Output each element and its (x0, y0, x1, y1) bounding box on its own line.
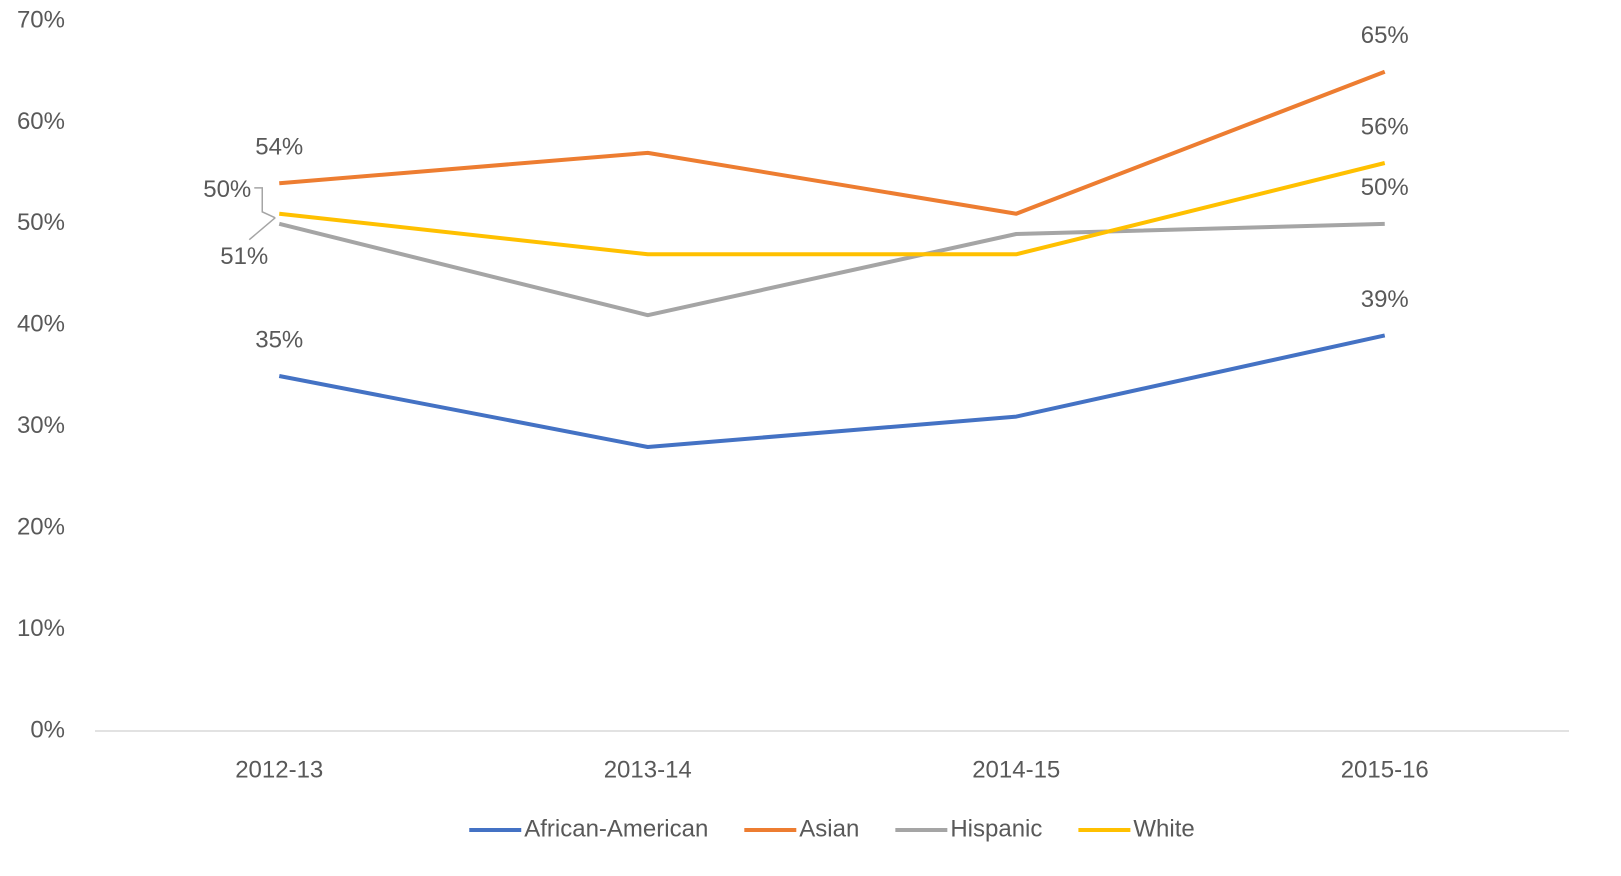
y-tick-label: 20% (17, 513, 65, 540)
data-label: 54% (255, 134, 303, 161)
y-tick-label: 70% (17, 6, 65, 33)
data-label: 50% (203, 176, 251, 203)
legend-label: White (1133, 815, 1194, 842)
x-tick-label: 2014-15 (972, 756, 1060, 783)
series-line (279, 69, 1386, 216)
x-tick-label: 2012-13 (235, 756, 323, 783)
data-label: 39% (1361, 286, 1409, 313)
data-label: 50% (1361, 174, 1409, 201)
x-tick-label: 2013-14 (604, 756, 692, 783)
data-label: 65% (1361, 22, 1409, 49)
legend-label: Asian (799, 815, 859, 842)
x-tick-label: 2015-16 (1341, 756, 1429, 783)
series-line (279, 161, 1386, 257)
y-tick-label: 30% (17, 412, 65, 439)
data-label: 56% (1361, 113, 1409, 140)
legend-label: African-American (524, 815, 708, 842)
leader-line (254, 187, 276, 219)
y-tick-label: 60% (17, 108, 65, 135)
series-line (278, 221, 1385, 318)
y-tick-label: 50% (17, 209, 65, 236)
series-line (278, 333, 1386, 449)
data-label: 35% (255, 326, 303, 353)
y-tick-label: 40% (17, 311, 65, 338)
y-tick-label: 10% (17, 615, 65, 642)
leader-line (248, 217, 276, 241)
data-label: 51% (220, 243, 268, 270)
y-tick-label: 0% (30, 716, 65, 743)
legend-label: Hispanic (950, 815, 1042, 842)
